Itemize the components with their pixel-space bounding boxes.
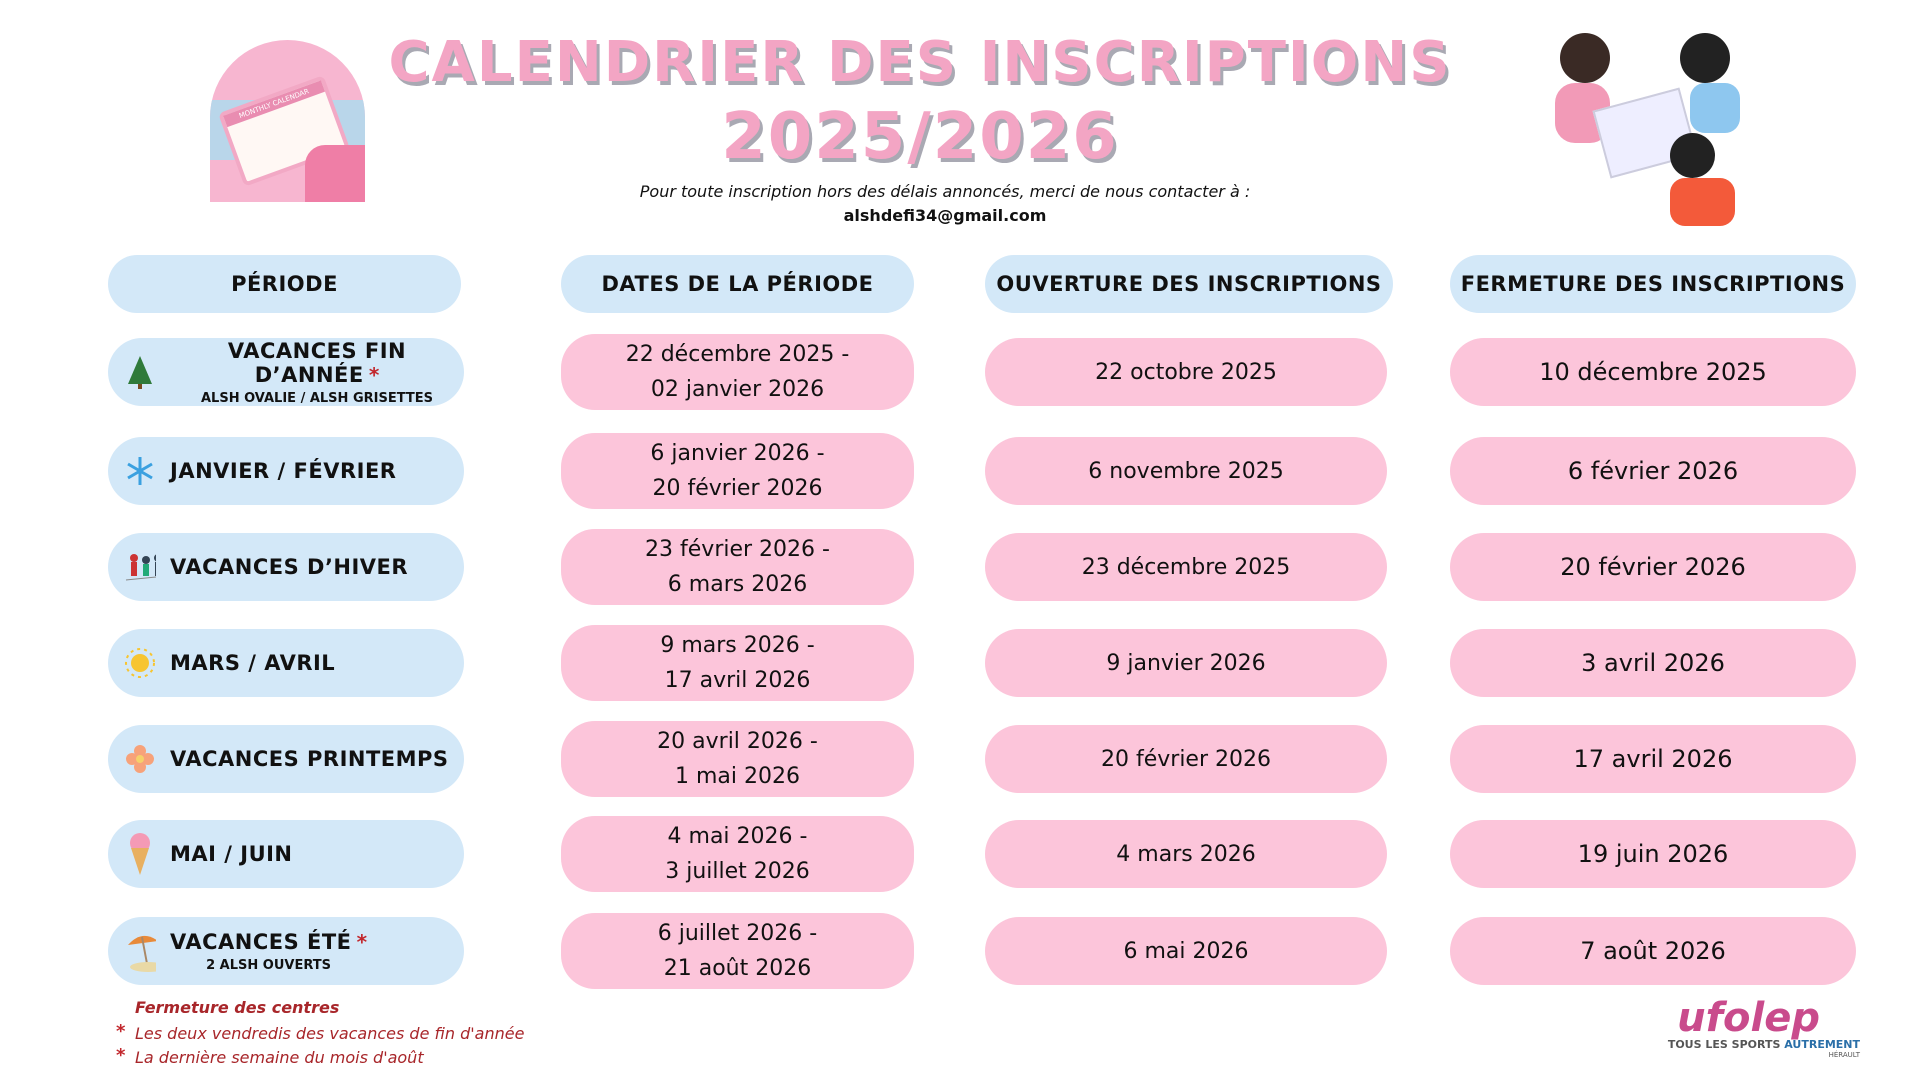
date-start: 4 mai 2026 - — [667, 824, 808, 849]
flower-icon — [124, 739, 156, 779]
period-pill: VACANCES FIN D’ANNÉE * ALSH OVALIE / ALSH… — [108, 338, 464, 406]
page-title: CALENDRIER DES INSCRIPTIONS — [388, 30, 1452, 95]
logo-tagline: TOUS LES SPORTS — [1667, 1038, 1781, 1051]
snowflake-icon — [124, 451, 156, 491]
footer-note: Les deux vendredis des vacances de fin d… — [135, 1024, 525, 1043]
opening-date: 9 janvier 2026 — [985, 629, 1387, 697]
closing-date: 17 avril 2026 — [1450, 725, 1856, 793]
period-dates: 6 juillet 2026 - 21 août 2026 — [561, 913, 914, 989]
date-end: 17 avril 2026 — [664, 668, 811, 693]
ufolep-logo: ufolep TOUS LES SPORTS AUTREMENT HÉRAULT — [1660, 998, 1860, 1059]
contact-text: Pour toute inscription hors des délais a… — [639, 182, 1251, 201]
logo-tagline: AUTREMENT — [1784, 1038, 1860, 1051]
asterisk: * — [368, 362, 380, 387]
opening-date: 6 mai 2026 — [985, 917, 1387, 985]
closing-date: 20 février 2026 — [1450, 533, 1856, 601]
christmas-tree-icon — [124, 352, 156, 392]
period-dates: 23 février 2026 - 6 mars 2026 — [561, 529, 914, 605]
calendar-illustration: MONTHLY CALENDAR — [210, 40, 365, 202]
column-header-periode: PÉRIODE — [108, 255, 461, 313]
column-header-ouverture: OUVERTURE DES INSCRIPTIONS — [985, 255, 1393, 313]
footer-star: * — [116, 1021, 126, 1042]
footer-note: La dernière semaine du mois d'août — [135, 1048, 424, 1067]
period-label: VACANCES ÉTÉ — [170, 929, 352, 954]
date-start: 20 avril 2026 - — [657, 729, 818, 754]
logo-region: HÉRAULT — [1828, 1051, 1860, 1059]
opening-date: 22 octobre 2025 — [985, 338, 1387, 406]
opening-date: 6 novembre 2025 — [985, 437, 1387, 505]
period-dates: 9 mars 2026 - 17 avril 2026 — [561, 625, 914, 701]
page-year: 2025/2026 — [721, 100, 1119, 174]
date-start: 22 décembre 2025 - — [625, 342, 850, 367]
date-end: 3 juillet 2026 — [665, 859, 810, 884]
period-label: MARS / AVRIL — [170, 651, 336, 675]
period-pill: VACANCES ÉTÉ * 2 ALSH OUVERTS — [108, 917, 464, 985]
sun-icon — [124, 643, 156, 683]
date-end: 02 janvier 2026 — [650, 377, 825, 402]
period-dates: 6 janvier 2026 - 20 février 2026 — [561, 433, 914, 509]
column-header-dates: DATES DE LA PÉRIODE — [561, 255, 914, 313]
period-pill: JANVIER / FÉVRIER — [108, 437, 464, 505]
period-note: 2 ALSH OUVERTS — [206, 957, 331, 973]
period-label: JANVIER / FÉVRIER — [170, 459, 397, 483]
period-note: ALSH OVALIE / ALSH GRISETTES — [200, 390, 433, 406]
period-dates: 4 mai 2026 - 3 juillet 2026 — [561, 816, 914, 892]
period-label: VACANCES PRINTEMPS — [170, 747, 449, 771]
period-pill: VACANCES PRINTEMPS — [108, 725, 464, 793]
closing-date: 7 août 2026 — [1450, 917, 1856, 985]
contact-email[interactable]: alshdefi34@gmail.com — [843, 206, 1047, 225]
closing-date: 6 février 2026 — [1450, 437, 1856, 505]
footer-heading: Fermeture des centres — [135, 998, 340, 1017]
closing-date: 10 décembre 2025 — [1450, 338, 1856, 406]
ice-cream-icon — [124, 833, 156, 875]
footer-star: * — [116, 1045, 126, 1066]
closing-date: 3 avril 2026 — [1450, 629, 1856, 697]
date-end: 21 août 2026 — [663, 956, 812, 981]
kids-painting-illustration — [1540, 28, 1760, 228]
asterisk: * — [356, 929, 368, 954]
logo-name: ufolep — [1677, 995, 1820, 1041]
closing-date: 19 juin 2026 — [1450, 820, 1856, 888]
period-label: VACANCES D’HIVER — [170, 555, 409, 579]
opening-date: 23 décembre 2025 — [985, 533, 1387, 601]
period-pill: MARS / AVRIL — [108, 629, 464, 697]
skiers-icon — [124, 547, 156, 587]
date-end: 20 février 2026 — [652, 476, 823, 501]
period-label: MAI / JUIN — [170, 842, 293, 866]
date-start: 6 janvier 2026 - — [650, 441, 825, 466]
column-header-fermeture: FERMETURE DES INSCRIPTIONS — [1450, 255, 1856, 313]
hand-icon — [305, 145, 365, 202]
opening-date: 4 mars 2026 — [985, 820, 1387, 888]
date-end: 1 mai 2026 — [675, 764, 800, 789]
opening-date: 20 février 2026 — [985, 725, 1387, 793]
date-end: 6 mars 2026 — [667, 572, 808, 597]
period-label: VACANCES FIN D’ANNÉE — [227, 338, 407, 387]
beach-umbrella-icon — [124, 931, 156, 972]
date-start: 6 juillet 2026 - — [657, 921, 818, 946]
period-pill: VACANCES D’HIVER — [108, 533, 464, 601]
period-dates: 20 avril 2026 - 1 mai 2026 — [561, 721, 914, 797]
date-start: 9 mars 2026 - — [660, 633, 815, 658]
date-start: 23 février 2026 - — [645, 537, 830, 562]
period-pill: MAI / JUIN — [108, 820, 464, 888]
period-dates: 22 décembre 2025 - 02 janvier 2026 — [561, 334, 914, 410]
